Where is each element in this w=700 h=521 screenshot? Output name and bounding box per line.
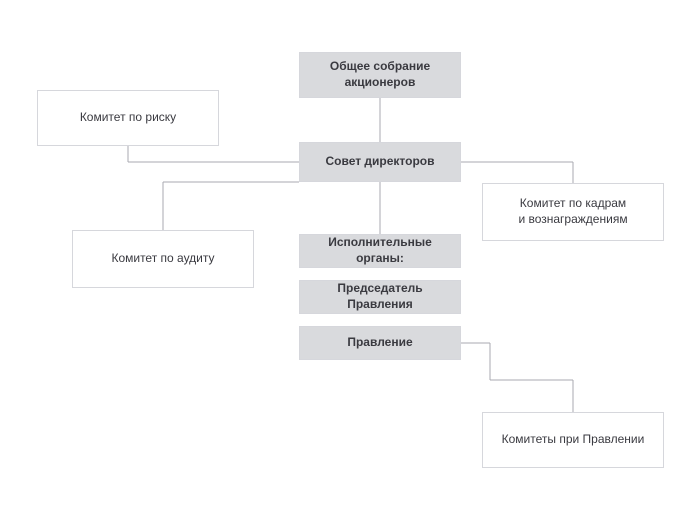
node-mgmt-committees: Комитеты при Правлении xyxy=(482,412,664,468)
node-audit-committee: Комитет по аудиту xyxy=(72,230,254,288)
node-board: Совет директоров xyxy=(299,142,461,182)
node-exec-bodies: Исполнительные органы: xyxy=(299,234,461,268)
node-hr-committee: Комитет по кадрами вознаграждениям xyxy=(482,183,664,241)
node-risk-committee: Комитет по риску xyxy=(37,90,219,146)
node-shareholders: Общее собраниеакционеров xyxy=(299,52,461,98)
node-chairman: Председатель Правления xyxy=(299,280,461,314)
node-management: Правление xyxy=(299,326,461,360)
